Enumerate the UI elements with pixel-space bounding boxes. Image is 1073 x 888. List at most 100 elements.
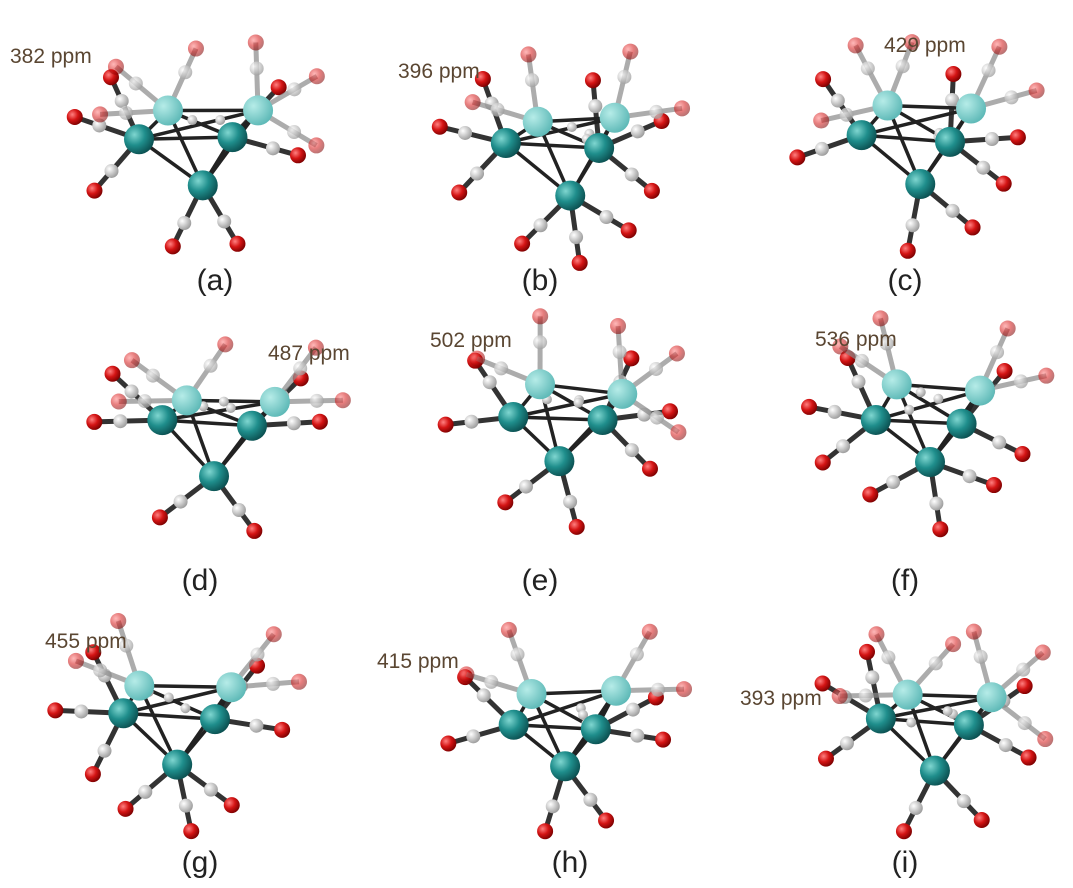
carbon-atom — [992, 435, 1006, 449]
panel-label: (a) — [197, 264, 234, 297]
oxygen-atom — [497, 494, 513, 510]
carbon-atom — [484, 675, 498, 689]
chemical-shift: 382 ppm — [10, 45, 92, 68]
oxygen-atom — [248, 34, 264, 50]
carbon-atom — [974, 650, 988, 664]
oxygen-atom — [1035, 645, 1051, 661]
metal-atom — [199, 461, 229, 491]
metal-atom — [523, 107, 553, 137]
oxygen-atom — [291, 674, 307, 690]
carbon-atom — [896, 59, 910, 73]
oxygen-atom — [813, 113, 829, 129]
metal-atom — [498, 402, 528, 432]
chemical-shift: 415 ppm — [377, 650, 459, 673]
molecule — [789, 34, 1044, 259]
metal-atom — [847, 120, 877, 150]
carbon-atom — [836, 439, 850, 453]
carbon-atom — [859, 689, 873, 703]
oxygen-atom — [832, 688, 848, 704]
hydrogen-atom — [180, 703, 190, 713]
carbon-atom — [630, 729, 644, 743]
oxygen-atom — [1021, 750, 1037, 766]
oxygen-atom — [642, 624, 658, 640]
molecule — [67, 34, 325, 254]
carbon-atom — [906, 218, 920, 232]
carbon-atom — [125, 384, 139, 398]
carbon-atom — [851, 375, 865, 389]
carbon-atom — [466, 729, 480, 743]
chemical-shift: 393 ppm — [740, 687, 822, 710]
carbon-atom — [613, 345, 627, 359]
oxygen-atom — [217, 336, 233, 352]
carbon-atom — [909, 801, 923, 815]
carbon-atom — [250, 61, 264, 75]
oxygen-atom — [514, 236, 530, 252]
oxygen-atom — [501, 622, 517, 638]
metal-atom — [555, 181, 585, 211]
oxygen-atom — [966, 624, 982, 640]
carbon-atom — [113, 414, 127, 428]
molecule — [815, 624, 1054, 840]
carbon-atom — [146, 369, 160, 383]
chemical-shift: 502 ppm — [430, 329, 512, 352]
oxygen-atom — [669, 346, 685, 362]
metal-atom — [915, 447, 945, 477]
carbon-atom — [129, 76, 143, 90]
carbon-atom — [115, 94, 129, 108]
panel-label: (i) — [892, 846, 919, 879]
oxygen-atom — [676, 681, 692, 697]
hydrogen-atom — [916, 387, 926, 397]
carbon-atom — [588, 99, 602, 113]
metal-atom — [153, 96, 183, 126]
carbon-atom — [138, 394, 152, 408]
carbon-atom — [477, 688, 491, 702]
hydrogen-atom — [219, 397, 229, 407]
figure: 382 ppm(a)396 ppm(b)429 ppm(c)487 ppm(d)… — [0, 0, 1073, 888]
carbon-atom — [287, 416, 301, 430]
carbon-atom — [563, 495, 577, 509]
oxygen-atom — [585, 72, 601, 88]
oxygen-atom — [520, 46, 536, 62]
oxygen-atom — [85, 766, 101, 782]
carbon-atom — [985, 132, 999, 146]
oxygen-atom — [68, 653, 84, 669]
carbon-atom — [249, 719, 263, 733]
oxygen-atom — [622, 44, 638, 60]
carbon-atom — [511, 647, 525, 661]
carbon-atom — [534, 218, 548, 232]
hydrogen-atom — [164, 692, 174, 702]
metal-atom — [147, 405, 177, 435]
oxygen-atom — [848, 37, 864, 53]
metal-atom — [200, 704, 230, 734]
oxygen-atom — [997, 363, 1013, 379]
oxygen-atom — [896, 823, 912, 839]
carbon-atom — [957, 794, 971, 808]
oxygen-atom — [438, 417, 454, 433]
metal-atom — [882, 369, 912, 399]
hydrogen-atom — [574, 398, 584, 408]
carbon-atom — [287, 82, 301, 96]
oxygen-atom — [335, 392, 351, 408]
carbon-atom — [828, 405, 842, 419]
carbon-atom — [491, 103, 505, 117]
carbon-atom — [990, 345, 1004, 359]
metal-atom — [956, 94, 986, 124]
metal-atom — [162, 750, 192, 780]
oxygen-atom — [986, 477, 1002, 493]
hydrogen-atom — [187, 115, 197, 125]
chemical-shift: 536 ppm — [815, 328, 897, 351]
carbon-atom — [204, 783, 218, 797]
carbon-atom — [625, 167, 639, 181]
chemical-shift: 429 ppm — [884, 34, 966, 57]
carbon-atom — [250, 647, 264, 661]
oxygen-atom — [152, 509, 168, 525]
oxygen-atom — [183, 823, 199, 839]
oxygen-atom — [188, 41, 204, 57]
metal-atom — [584, 133, 614, 163]
oxygen-atom — [945, 66, 961, 82]
carbon-atom — [886, 475, 900, 489]
oxygen-atom — [1029, 82, 1045, 98]
metal-atom — [260, 387, 290, 417]
hydrogen-atom — [215, 115, 225, 125]
carbon-atom — [929, 656, 943, 670]
